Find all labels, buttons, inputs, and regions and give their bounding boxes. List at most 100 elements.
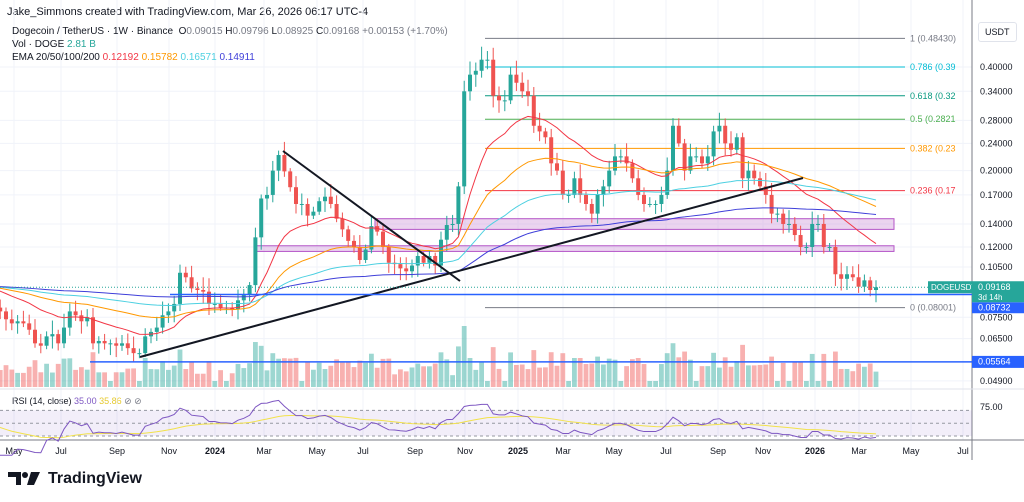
candle-body bbox=[607, 170, 612, 187]
candle-body bbox=[50, 334, 55, 337]
candle-body bbox=[143, 336, 148, 354]
symbol-title[interactable]: Dogecoin / TetherUS · 1W · Binance bbox=[12, 26, 174, 37]
trendline-up bbox=[139, 177, 804, 358]
candle-body bbox=[479, 59, 484, 71]
volume-bar bbox=[572, 357, 577, 387]
candle-body bbox=[44, 336, 49, 346]
candle-body bbox=[833, 246, 838, 275]
price-tick-label: 0.10500 bbox=[980, 262, 1013, 272]
candle-body bbox=[137, 353, 142, 355]
candle-body bbox=[792, 223, 797, 236]
candle-body bbox=[363, 249, 368, 261]
price-chart[interactable]: 0.40000 0.34000 0.28000 0.24000 0.20000 0.170… bbox=[0, 0, 1024, 470]
volume-bar bbox=[195, 373, 200, 387]
candle-body bbox=[694, 156, 699, 158]
volume-bar bbox=[26, 366, 32, 387]
candle-body bbox=[642, 194, 646, 204]
currency-button[interactable]: USDT bbox=[978, 22, 1017, 42]
volume-bar bbox=[305, 361, 310, 387]
candle-body bbox=[96, 340, 101, 344]
candle-body bbox=[839, 274, 844, 279]
volume-bar bbox=[740, 344, 745, 387]
candle-body bbox=[740, 137, 745, 179]
low-label: L bbox=[271, 26, 278, 37]
candle-body bbox=[485, 59, 490, 61]
candle-body bbox=[253, 237, 258, 286]
ema-label[interactable]: EMA 20/50/100/200 bbox=[12, 52, 100, 63]
last-price-badge bbox=[972, 281, 1024, 303]
candle-body bbox=[468, 74, 472, 92]
volume-bar bbox=[873, 371, 879, 387]
close-label: C bbox=[315, 26, 324, 37]
candle-body bbox=[421, 255, 426, 263]
volume-value: 2.81 B bbox=[67, 39, 96, 50]
candle-body bbox=[816, 223, 820, 225]
candle-body bbox=[218, 303, 223, 308]
fib-level-label: 0.5 (0.2821 bbox=[910, 114, 956, 124]
volume-bar bbox=[467, 357, 473, 387]
candle-body bbox=[189, 277, 194, 289]
candle-body bbox=[38, 343, 43, 346]
candle-body bbox=[514, 74, 519, 83]
volume-bar bbox=[734, 361, 740, 387]
brand-name: TradingView bbox=[48, 470, 142, 487]
volume-bar bbox=[218, 370, 223, 387]
volume-bar bbox=[612, 359, 618, 387]
volume-label[interactable]: Vol · DOGE bbox=[12, 39, 65, 50]
volume-bar bbox=[113, 372, 119, 387]
candle-body bbox=[497, 95, 501, 101]
volume-bar bbox=[15, 372, 20, 387]
price-tick-label: 0.40000 bbox=[980, 62, 1013, 72]
volume-bar bbox=[32, 360, 38, 387]
rsi-ma-value: 35.86 bbox=[99, 396, 122, 406]
candle-body bbox=[450, 223, 455, 226]
high-value: 0.09796 bbox=[232, 26, 269, 37]
candle-body bbox=[9, 319, 14, 324]
ema100-line bbox=[0, 179, 877, 306]
candle-body bbox=[85, 317, 90, 322]
volume-bar bbox=[856, 363, 861, 387]
candle-body bbox=[456, 186, 461, 224]
candle-body bbox=[624, 156, 629, 164]
rsi-legend: RSI (14, close) 35.00 35.86 ⊘ ⊘ bbox=[12, 396, 142, 407]
volume-bar bbox=[589, 363, 595, 387]
candle-body bbox=[317, 201, 322, 212]
candle-body bbox=[572, 178, 577, 195]
volume-bar bbox=[90, 352, 96, 387]
candle-body bbox=[288, 171, 293, 188]
candle-body bbox=[647, 203, 652, 205]
candle-body bbox=[775, 213, 780, 215]
rsi-label[interactable]: RSI (14, close) bbox=[12, 396, 72, 406]
volume-bar bbox=[61, 358, 67, 387]
candle-body bbox=[154, 327, 159, 332]
candle-body bbox=[410, 265, 414, 272]
volume-bar bbox=[258, 345, 264, 387]
support-price-label: 0.08732 bbox=[978, 303, 1011, 313]
candle-body bbox=[27, 323, 32, 330]
candle-body bbox=[613, 156, 617, 171]
volume-bar bbox=[763, 364, 769, 387]
volume-bar bbox=[403, 371, 409, 387]
volume-bar bbox=[241, 368, 247, 387]
ema50-line bbox=[0, 157, 877, 319]
ema200-line bbox=[0, 207, 877, 298]
volume-bar bbox=[183, 369, 189, 387]
volume-bar bbox=[757, 364, 763, 387]
volume-bar bbox=[456, 346, 461, 387]
volume-bar bbox=[166, 369, 171, 387]
volume-bar bbox=[351, 367, 357, 387]
time-tick-label: Jul bbox=[55, 446, 67, 456]
candle-body bbox=[856, 277, 861, 287]
volume-bar bbox=[415, 363, 421, 387]
candle-body bbox=[473, 70, 478, 75]
candle-body bbox=[868, 280, 873, 291]
candle-body bbox=[827, 246, 832, 248]
time-tick-label: Jul bbox=[957, 446, 969, 456]
volume-bar bbox=[67, 358, 73, 387]
candle-body bbox=[323, 196, 327, 202]
volume-bar bbox=[200, 373, 206, 387]
candle-body bbox=[659, 194, 664, 204]
volume-bar bbox=[50, 372, 55, 387]
candle-body bbox=[56, 334, 61, 344]
volume-bar bbox=[79, 367, 84, 387]
